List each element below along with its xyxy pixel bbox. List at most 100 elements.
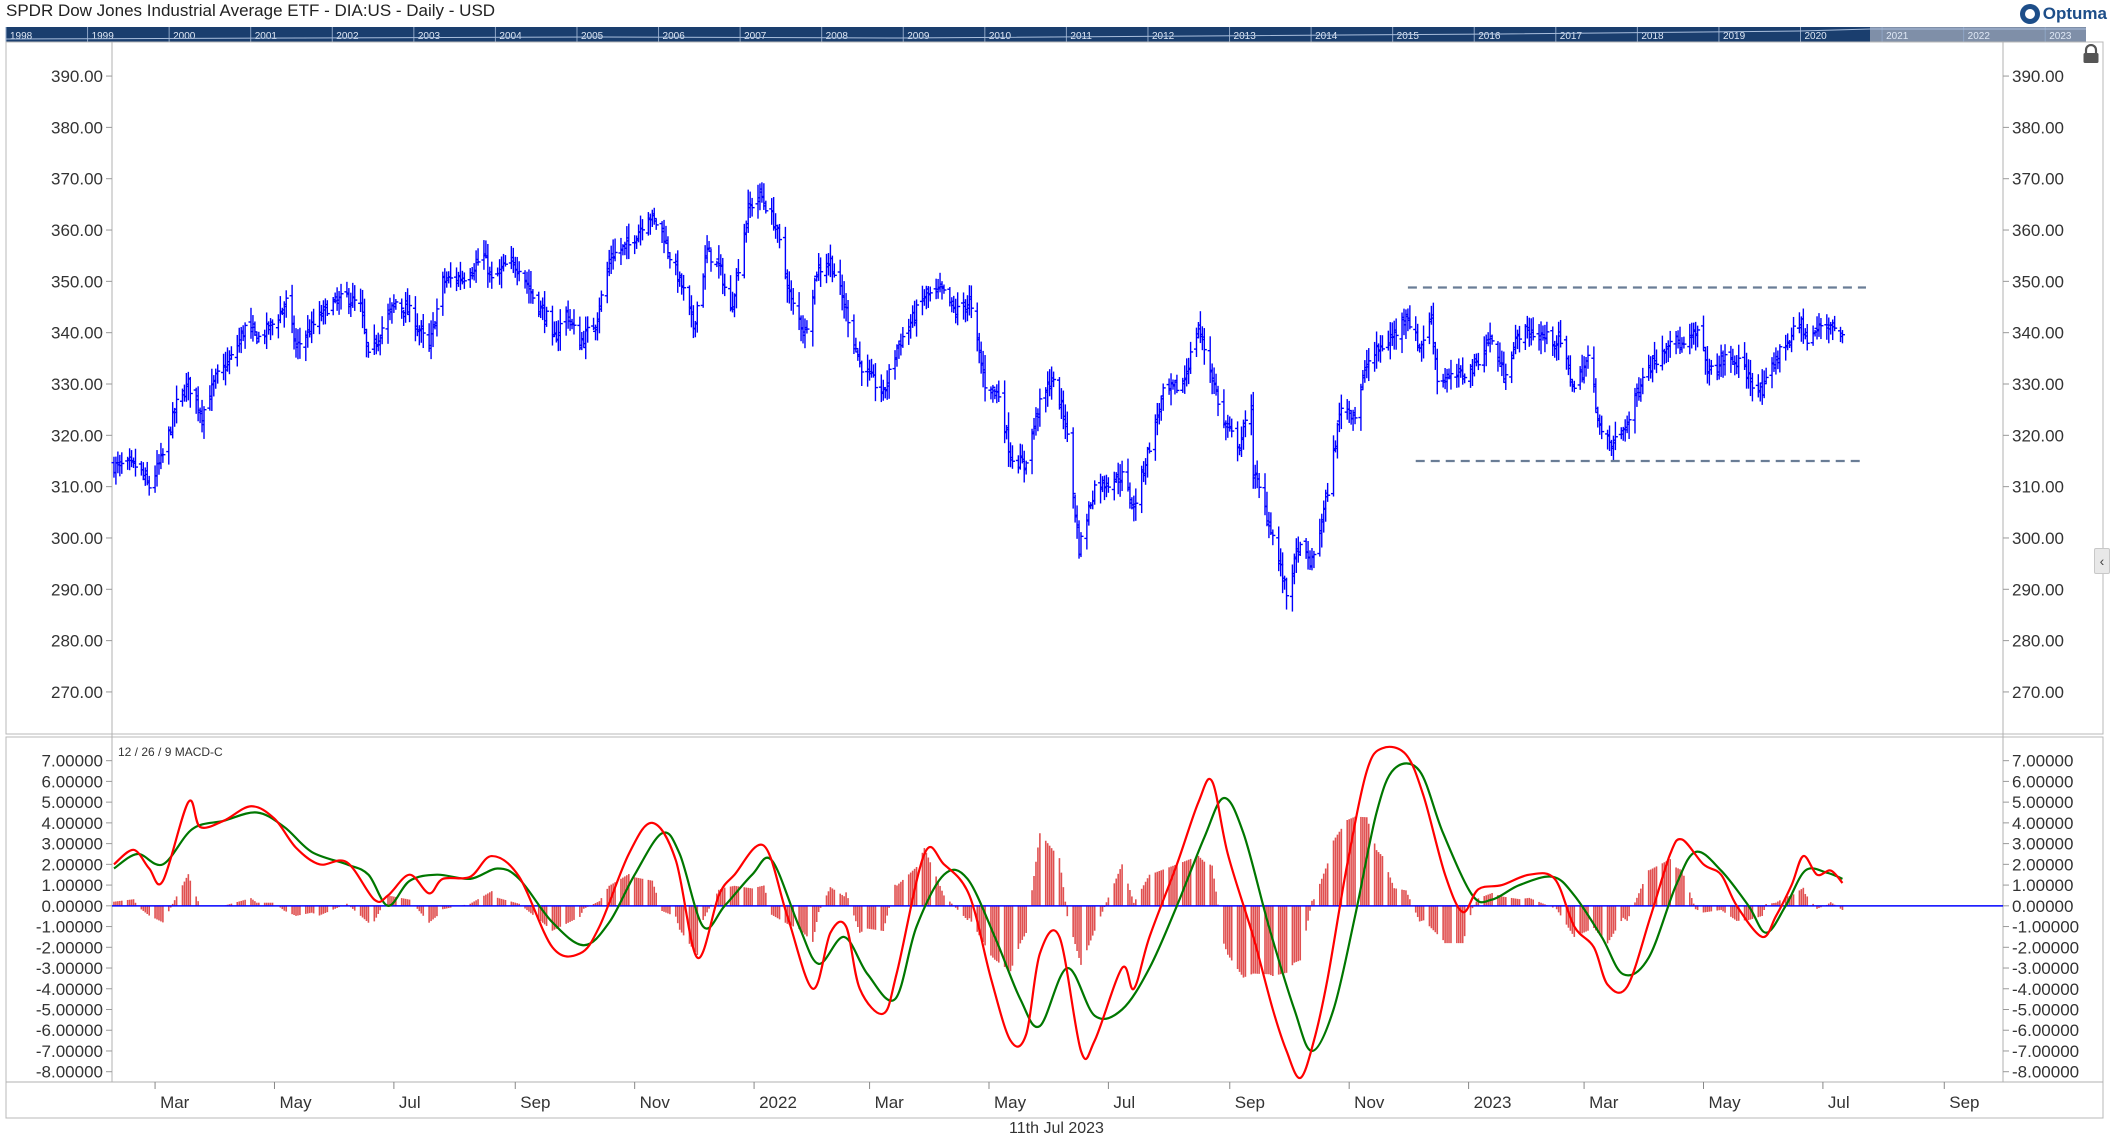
ohlc-bar [1818, 318, 1824, 340]
ohlc-bar [955, 292, 961, 326]
ohlc-bar [1092, 480, 1098, 505]
ohlc-bar [1407, 305, 1413, 330]
ohlc-bar [1284, 577, 1290, 610]
chevron-left-icon[interactable]: ‹ [2094, 548, 2110, 574]
ohlc-bar [859, 360, 865, 386]
overview-year-label: 2000 [173, 31, 196, 42]
ohlc-bar [1736, 344, 1742, 378]
ohlc-bar [379, 316, 385, 345]
ohlc-bar [1585, 345, 1591, 369]
macd-y-tick-label: -7.00000 [36, 1042, 103, 1061]
ohlc-bar [119, 452, 125, 474]
ohlc-bar [1297, 541, 1303, 556]
ohlc-bar [996, 380, 1002, 403]
optuma-logo-icon [2019, 4, 2040, 24]
price-y-tick-label: 280.00 [2012, 632, 2064, 651]
ohlc-bar [1358, 383, 1364, 431]
ohlc-bar [228, 346, 234, 360]
ohlc-bar [914, 299, 920, 337]
ohlc-bar [1235, 421, 1241, 462]
macd-y-tick-label: -3.00000 [2012, 959, 2079, 978]
macd-y-tick-label: -8.00000 [36, 1063, 103, 1082]
ohlc-bar [352, 285, 358, 311]
x-tick-label: Mar [875, 1093, 905, 1112]
price-y-tick-label: 390.00 [2012, 67, 2064, 86]
overview-year-label: 2009 [907, 31, 930, 42]
price-y-tick-label: 360.00 [2012, 221, 2064, 240]
ohlc-bar [1489, 334, 1495, 345]
overview-navigator[interactable]: 1998 1999 2000 2001 2002 2003 2004 2005 2006 2007… [5, 27, 2086, 42]
ohlc-bar [557, 309, 563, 351]
ohlc-bar [1133, 488, 1139, 521]
ohlc-bar [612, 238, 618, 262]
ohlc-bar [653, 218, 659, 230]
ohlc-bar [1215, 385, 1221, 417]
ohlc-bar [1722, 344, 1728, 376]
overview-year-label: 2015 [1397, 31, 1420, 42]
ohlc-bar [694, 301, 700, 333]
overview-selection[interactable] [1870, 27, 2086, 42]
ohlc-bar [1654, 349, 1660, 374]
overview-year-label: 2018 [1641, 31, 1664, 42]
macd-y-tick-label: 5.00000 [2012, 793, 2073, 812]
ohlc-bar [448, 262, 454, 288]
ohlc-bar [735, 259, 741, 281]
ohlc-bar [722, 273, 728, 297]
ohlc-bar [1160, 383, 1166, 411]
macd-y-tick-label: 5.00000 [42, 793, 103, 812]
ohlc-bar [790, 288, 796, 315]
ohlc-bar [990, 384, 996, 403]
brand-logo: Optuma [2019, 1, 2107, 27]
ohlc-bar [571, 309, 577, 335]
overview-year-label: 2019 [1723, 31, 1746, 42]
overview-year-label: 2005 [581, 31, 604, 42]
ohlc-bar [311, 308, 317, 335]
ohlc-bars [111, 182, 1845, 612]
macd-y-tick-label: -2.00000 [36, 938, 103, 957]
ohlc-bar [1037, 388, 1043, 427]
overview-year-label: 2007 [744, 31, 767, 42]
ohlc-bar [1147, 442, 1153, 454]
macd-y-tick-label: -5.00000 [2012, 1000, 2079, 1019]
ohlc-bar [1695, 325, 1701, 348]
ohlc-bar [1051, 371, 1057, 388]
ohlc-bar [1599, 415, 1605, 440]
signal-line [113, 762, 1843, 1053]
ohlc-bar [324, 300, 330, 317]
ohlc-bar [420, 313, 426, 349]
overview-year-label: 1998 [10, 31, 33, 42]
ohlc-bar [297, 327, 303, 359]
macd-y-tick-label: 6.00000 [42, 772, 103, 791]
price-panel-frame [5, 41, 2104, 735]
ohlc-bar [1462, 373, 1468, 384]
overview-year-label: 2017 [1560, 31, 1583, 42]
ohlc-bar [1777, 344, 1783, 373]
price-y-tick-label: 270.00 [51, 683, 103, 702]
overview-year-label: 2003 [418, 31, 441, 42]
ohlc-bar [1475, 352, 1481, 371]
ohlc-bar [706, 241, 712, 252]
ohlc-bar [927, 286, 933, 302]
price-y-tick-label: 310.00 [2012, 478, 2064, 497]
price-y-tick-label: 370.00 [2012, 170, 2064, 189]
x-tick-label: Nov [640, 1093, 671, 1112]
ohlc-bar [475, 248, 481, 266]
ohlc-bar [1393, 318, 1399, 350]
ohlc-bar [777, 223, 783, 249]
macd-y-tick-label: -8.00000 [2012, 1063, 2079, 1082]
overview-year-label: 1999 [92, 31, 115, 42]
lock-icon[interactable] [2082, 44, 2100, 64]
ohlc-bar [1612, 421, 1618, 451]
macd-y-tick-label: 0.00000 [2012, 897, 2073, 916]
x-tick-label: Mar [160, 1093, 190, 1112]
ohlc-bar [516, 261, 522, 282]
ohlc-bar [489, 261, 495, 289]
ohlc-bar [1174, 374, 1180, 394]
ohlc-bar [1763, 367, 1769, 384]
macd-y-tick-label: 3.00000 [2012, 835, 2073, 854]
ohlc-bar [1503, 363, 1509, 390]
ohlc-bar [1338, 394, 1344, 430]
macd-y-tick-label: 2.00000 [2012, 855, 2073, 874]
ohlc-bar [1229, 418, 1235, 438]
